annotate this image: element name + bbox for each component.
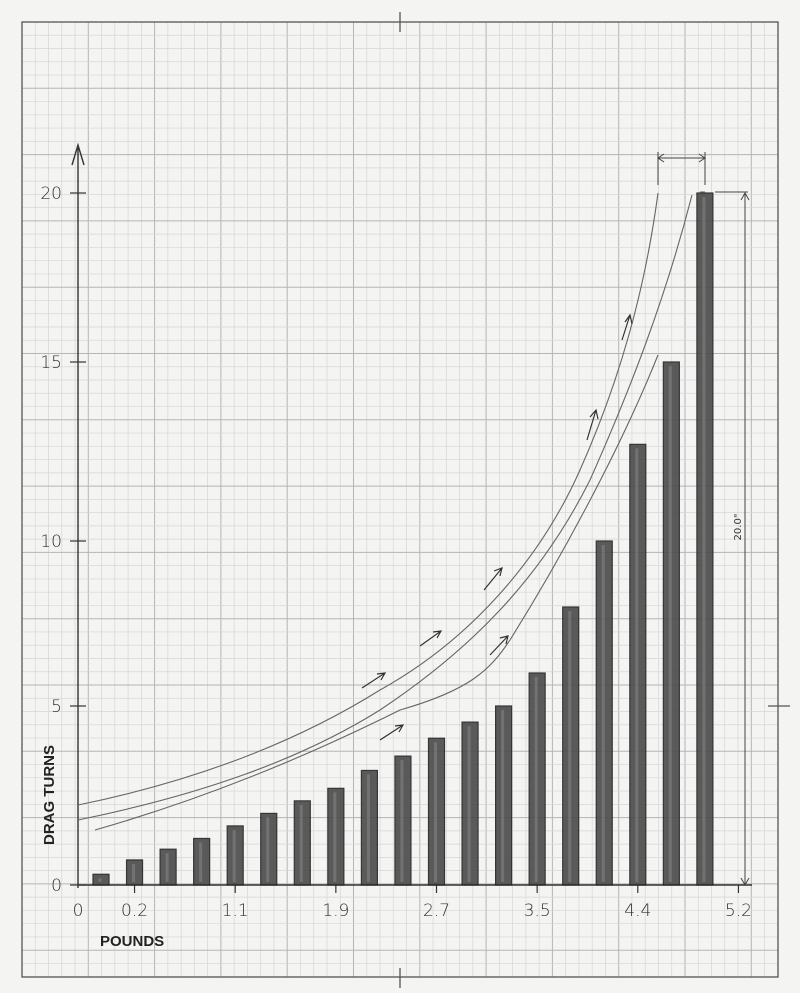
x-ticks: 0 0.2 1.1 1.9 2.7 3.5 4.4 5.2 xyxy=(73,885,752,921)
x-tick-label: 1.9 xyxy=(322,901,349,921)
middle-curve xyxy=(77,194,693,821)
x-tick-label: 0 xyxy=(73,901,84,921)
x-axis-label: POUNDS xyxy=(100,933,164,950)
trend-curves xyxy=(77,191,705,831)
y-ticks: 0 5 10 15 20 xyxy=(40,184,86,896)
bars xyxy=(92,192,714,886)
dimension-marks xyxy=(657,152,750,887)
paper-border xyxy=(21,12,790,988)
y-axis xyxy=(71,142,85,888)
x-tick-label: 5.2 xyxy=(725,901,752,921)
y-tick-label: 20 xyxy=(40,184,62,204)
x-tick-label: 0.2 xyxy=(121,901,148,921)
y-axis-label: DRAG TURNS xyxy=(41,745,58,845)
curve-arrows xyxy=(361,313,633,741)
upper-curve xyxy=(77,192,659,806)
y-tick-label: 5 xyxy=(51,697,62,717)
x-tick-label: 2.7 xyxy=(423,901,450,921)
x-tick-label: 1.1 xyxy=(222,901,249,921)
y-tick-label: 0 xyxy=(51,876,62,896)
y-tick-label: 10 xyxy=(40,532,62,552)
x-tick-label: 3.5 xyxy=(524,901,551,921)
y-tick-label: 15 xyxy=(40,353,62,373)
x-tick-label: 4.4 xyxy=(624,901,651,921)
dimension-label: 20.0" xyxy=(733,514,744,541)
lower-curve xyxy=(94,354,659,831)
